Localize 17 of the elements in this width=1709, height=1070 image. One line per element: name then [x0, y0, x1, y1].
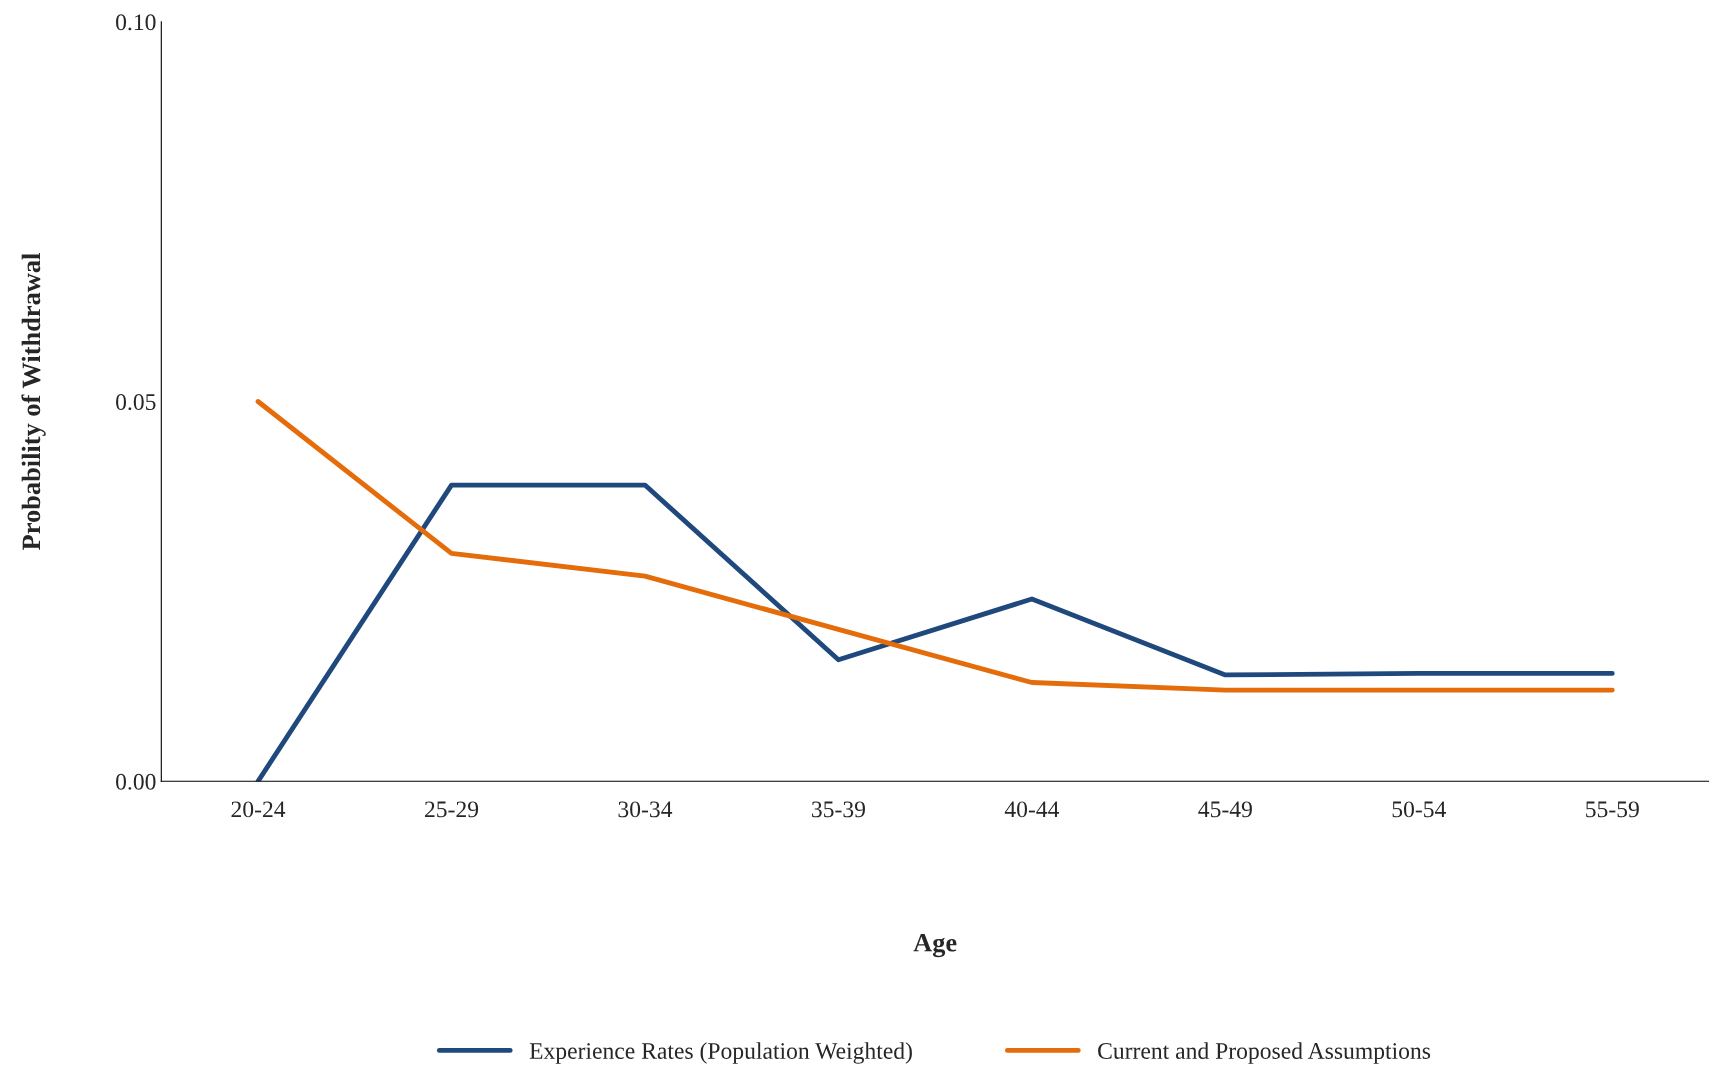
y-tick-label: 0.00: [116, 773, 156, 790]
legend-label: Experience Rates (Population Weighted): [529, 1042, 912, 1064]
x-axis-title: Age: [913, 933, 957, 958]
x-tick-label: 45-49: [1198, 801, 1252, 818]
legend-label: Current and Proposed Assumptions: [1098, 1042, 1431, 1064]
x-tick-label: 40-44: [1004, 801, 1060, 818]
y-tick-label: 0.05: [116, 394, 156, 411]
y-axis-title: Probability of Withdrawal: [21, 253, 46, 550]
x-tick-label: 30-34: [618, 801, 673, 818]
x-tick-label: 55-59: [1586, 801, 1639, 818]
x-tick-label: 50-54: [1392, 801, 1446, 818]
y-tick-label: 0.10: [116, 14, 156, 31]
x-tick-label: 35-39: [812, 801, 865, 818]
x-tick-label: 20-24: [231, 801, 286, 818]
line-series: [255, 482, 1615, 782]
x-tick-label: 25-29: [425, 801, 479, 818]
line-series: [255, 399, 1615, 693]
